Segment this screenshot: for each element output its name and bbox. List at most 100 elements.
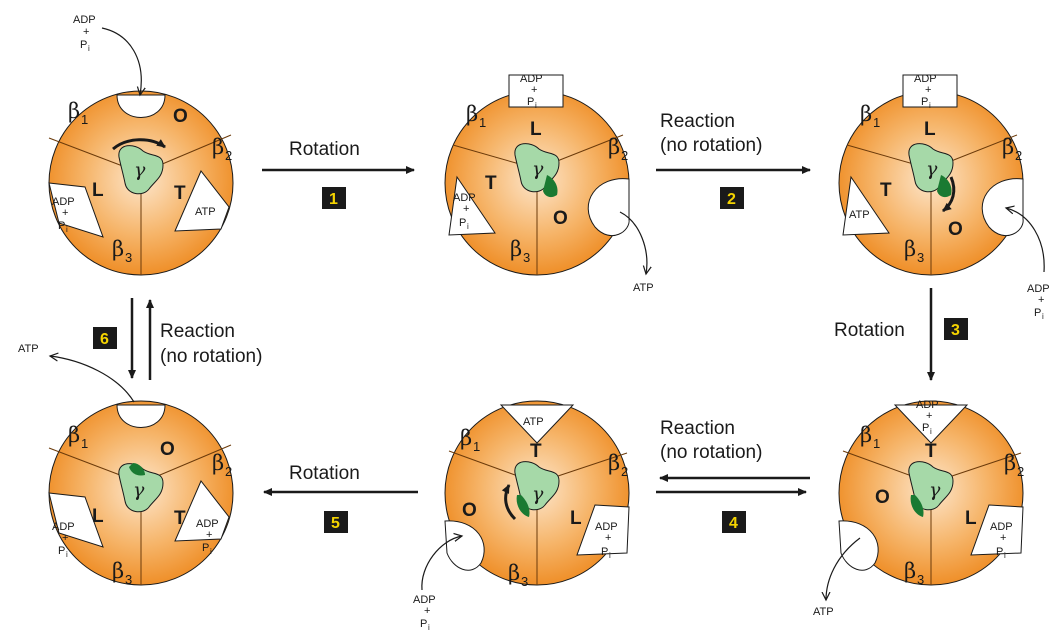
site-l: L bbox=[924, 119, 936, 140]
rotor-state-3 bbox=[838, 74, 1024, 276]
output-atp: ATP bbox=[633, 282, 654, 294]
beta2-sub: 2 bbox=[1015, 148, 1022, 163]
site-l-plus: + bbox=[531, 84, 537, 96]
beta3-sub: 3 bbox=[523, 250, 530, 265]
site-t-i: i bbox=[930, 427, 932, 436]
beta2-sub: 2 bbox=[1017, 464, 1024, 479]
site-l-plus: + bbox=[925, 84, 931, 96]
beta3-label: β bbox=[904, 559, 916, 583]
beta1-sub: 1 bbox=[81, 436, 88, 451]
site-l-adp: ADP bbox=[52, 196, 75, 208]
step4-sublabel: (no rotation) bbox=[660, 442, 762, 463]
beta3-label: β bbox=[508, 561, 520, 585]
beta1-sub: 1 bbox=[479, 115, 486, 130]
input-adp: ADP bbox=[73, 14, 96, 26]
beta1-label: β bbox=[466, 102, 478, 126]
rotor-state-6 bbox=[48, 400, 234, 586]
step1-number: 1 bbox=[329, 191, 338, 208]
beta2-label: β bbox=[212, 135, 224, 159]
step2-badge bbox=[720, 187, 744, 209]
step3-badge bbox=[944, 318, 968, 340]
site-t: T bbox=[485, 173, 497, 194]
step4-label: Reaction bbox=[660, 418, 735, 439]
site-l-p: P bbox=[527, 96, 534, 108]
input-i: i bbox=[1042, 312, 1044, 321]
gamma-label: γ bbox=[133, 479, 145, 501]
site-l-p: P bbox=[58, 545, 65, 557]
step3-number: 3 bbox=[951, 322, 960, 339]
input-adp: ADP bbox=[413, 594, 436, 606]
site-t: T bbox=[174, 183, 186, 204]
step1-label: Rotation bbox=[289, 139, 360, 160]
site-l-i: i bbox=[535, 101, 537, 110]
site-t-plus: + bbox=[926, 410, 932, 422]
site-t: T bbox=[174, 508, 186, 529]
beta3-sub: 3 bbox=[125, 250, 132, 265]
gamma-label: γ bbox=[532, 483, 544, 505]
input-plus: + bbox=[83, 26, 89, 38]
site-t-plus: + bbox=[206, 529, 212, 541]
beta1-sub: 1 bbox=[81, 112, 88, 127]
step5-label: Rotation bbox=[289, 463, 360, 484]
step6-badge bbox=[93, 327, 117, 349]
site-t-atp: ATP bbox=[195, 206, 216, 218]
beta2-label: β bbox=[1004, 451, 1016, 475]
site-t: T bbox=[880, 180, 892, 201]
step2-sublabel: (no rotation) bbox=[660, 135, 762, 156]
beta1-label: β bbox=[68, 423, 80, 447]
site-o: O bbox=[948, 219, 963, 240]
site-l-p: P bbox=[58, 220, 65, 232]
beta2-label: β bbox=[1002, 135, 1014, 159]
site-t-adp: ADP bbox=[196, 518, 219, 530]
site-t-p: P bbox=[202, 542, 209, 554]
site-t-adp: ADP bbox=[453, 192, 476, 204]
beta2-sub: 2 bbox=[621, 148, 628, 163]
site-t-plus: + bbox=[463, 203, 469, 215]
beta3-label: β bbox=[510, 237, 522, 261]
step6-label: Reaction bbox=[160, 321, 235, 342]
beta1-sub: 1 bbox=[873, 436, 880, 451]
site-t: T bbox=[530, 441, 542, 462]
beta3-sub: 3 bbox=[125, 572, 132, 587]
gamma-label: γ bbox=[929, 479, 941, 501]
step5-number: 5 bbox=[331, 515, 340, 532]
step2-number: 2 bbox=[727, 191, 736, 208]
input-p: P bbox=[1034, 307, 1041, 319]
site-l: L bbox=[570, 508, 582, 529]
beta3-sub: 3 bbox=[521, 574, 528, 589]
rotor-state-2 bbox=[444, 74, 630, 276]
beta1-sub: 1 bbox=[873, 115, 880, 130]
beta2-label: β bbox=[608, 451, 620, 475]
site-l: L bbox=[92, 180, 104, 201]
site-t-p: P bbox=[459, 217, 466, 229]
step2-label: Reaction bbox=[660, 111, 735, 132]
site-o: O bbox=[553, 208, 568, 229]
beta3-sub: 3 bbox=[917, 572, 924, 587]
beta1-sub: 1 bbox=[473, 439, 480, 454]
step4-badge bbox=[722, 511, 746, 533]
site-t-atp: ATP bbox=[523, 416, 544, 428]
beta2-sub: 2 bbox=[621, 464, 628, 479]
gamma-label: γ bbox=[926, 158, 938, 180]
site-t-atp: ATP bbox=[849, 209, 870, 221]
site-l-plus: + bbox=[62, 207, 68, 219]
site-l-i: i bbox=[66, 225, 68, 234]
step6-sublabel: (no rotation) bbox=[160, 346, 262, 367]
step4-number: 4 bbox=[729, 515, 738, 532]
input-i: i bbox=[428, 623, 430, 632]
site-t-p: P bbox=[922, 422, 929, 434]
site-l-p: P bbox=[601, 546, 608, 558]
beta2-sub: 2 bbox=[225, 464, 232, 479]
site-o: O bbox=[160, 439, 175, 460]
gamma-label: γ bbox=[532, 158, 544, 180]
rotor-state-4 bbox=[838, 400, 1024, 586]
site-o: O bbox=[173, 106, 188, 127]
site-o: O bbox=[875, 487, 890, 508]
site-l-plus: + bbox=[605, 532, 611, 544]
site-o: O bbox=[462, 500, 477, 521]
beta1-label: β bbox=[860, 423, 872, 447]
site-l-i: i bbox=[609, 551, 611, 560]
site-l-i: i bbox=[1004, 551, 1006, 560]
beta3-label: β bbox=[112, 559, 124, 583]
